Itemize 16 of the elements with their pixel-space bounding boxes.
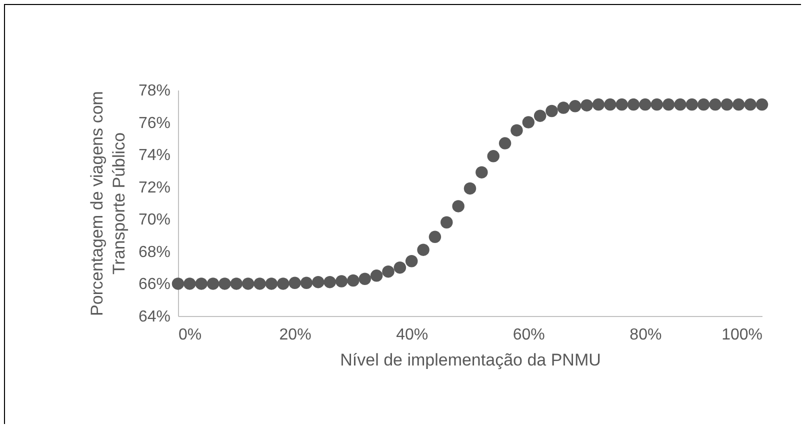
y-tick-label: 66% <box>138 276 170 294</box>
y-tick-label: 76% <box>138 114 170 132</box>
x-tick-label: 100% <box>722 326 762 344</box>
y-tick-label: 68% <box>138 244 170 261</box>
y-tick-label: 74% <box>138 147 170 164</box>
y-tick-label: 64% <box>138 308 170 326</box>
x-tick-label: 20% <box>279 326 312 344</box>
x-tick-label: 40% <box>396 326 428 344</box>
x-tick-label: 60% <box>512 326 545 344</box>
y-tick-label: 72% <box>138 179 170 196</box>
y-axis-title: Porcentagem de viagens com Transporte Público <box>87 91 128 316</box>
y-tick-label: 70% <box>138 212 170 229</box>
x-tick-label: 0% <box>178 326 202 344</box>
y-tick-label: 78% <box>138 82 170 100</box>
x-axis-title: Nível de implementação da PNMU <box>340 350 601 370</box>
x-tick-label: 80% <box>630 326 662 344</box>
